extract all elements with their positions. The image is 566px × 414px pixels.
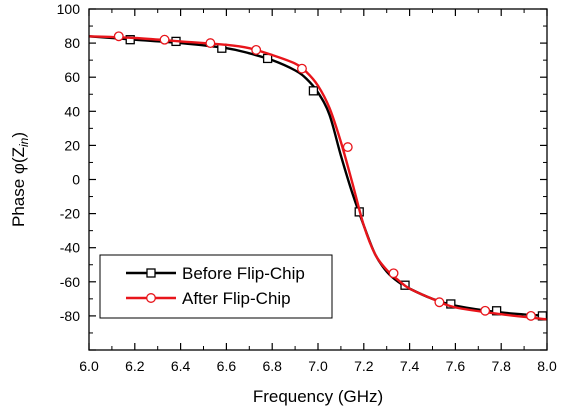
y-tick-label: 0: [72, 172, 80, 188]
y-tick-label: -80: [60, 308, 80, 324]
legend-marker-circle: [146, 293, 156, 303]
plot-frame: [88, 8, 548, 351]
data-point-circle: [526, 310, 536, 321]
data-point-square: [125, 35, 135, 45]
y-tick-label: 40: [64, 103, 80, 119]
data-point-circle: [113, 31, 124, 42]
x-tick-label: 7.8: [491, 358, 511, 374]
legend-box: [99, 254, 333, 319]
x-tick-label: 6.6: [217, 358, 237, 374]
legend: Before Flip-Chip After Flip-Chip: [99, 254, 333, 319]
y-tick-label: 60: [64, 69, 80, 85]
y-axis-title-subscript: in: [17, 137, 31, 147]
y-axis-title-close: ): [9, 132, 28, 138]
y-axis-title-main: Phase φ(Z: [9, 147, 28, 227]
x-tick-label: 7.4: [400, 358, 420, 374]
x-tick-label: 6.0: [79, 358, 99, 374]
x-axis-title: Frequency (GHz): [253, 387, 383, 406]
data-point-circle: [480, 305, 491, 316]
x-tick-label: 7.0: [308, 358, 328, 374]
x-tick-label: 7.6: [446, 358, 466, 374]
x-tick-label: 6.2: [125, 358, 145, 374]
y-tick-label: -60: [60, 274, 80, 290]
y-tick-label: 100: [57, 1, 81, 17]
data-point-circle: [342, 142, 353, 153]
x-tick-label: 6.8: [262, 358, 282, 374]
data-point-circle: [434, 297, 445, 308]
series-layer: [88, 31, 548, 321]
x-tick-label: 6.4: [171, 358, 191, 374]
y-tick-label: 20: [64, 137, 80, 153]
data-point-circle: [159, 34, 170, 45]
legend-item-before-flip-chip: Before Flip-Chip: [126, 264, 305, 283]
data-point-circle: [205, 38, 216, 49]
data-point-circle: [251, 44, 262, 55]
legend-label: Before Flip-Chip: [182, 264, 305, 283]
legend-item-after-flip-chip: After Flip-Chip: [126, 289, 291, 308]
series-after-flip-chip: [88, 31, 548, 321]
x-tick-label: 8.0: [537, 358, 557, 374]
y-tick-label: -20: [60, 206, 80, 222]
data-point-circle: [297, 63, 307, 74]
y-tick-label: 80: [64, 35, 80, 51]
legend-marker-square: [146, 268, 156, 278]
series-line: [88, 35, 548, 321]
y-tick-label: -40: [60, 240, 80, 256]
x-tick-label: 7.2: [354, 358, 374, 374]
y-axis-title: Phase φ(Zin): [9, 132, 31, 227]
tick-label-layer: 6.0 6.2 6.4 6.6 6.8 7.0 7.2 7.4 7.6 7.8 8.0 -80 -60 -…: [57, 1, 557, 374]
data-point-square: [308, 86, 319, 96]
data-point-circle: [388, 268, 399, 279]
legend-label: After Flip-Chip: [182, 289, 291, 308]
